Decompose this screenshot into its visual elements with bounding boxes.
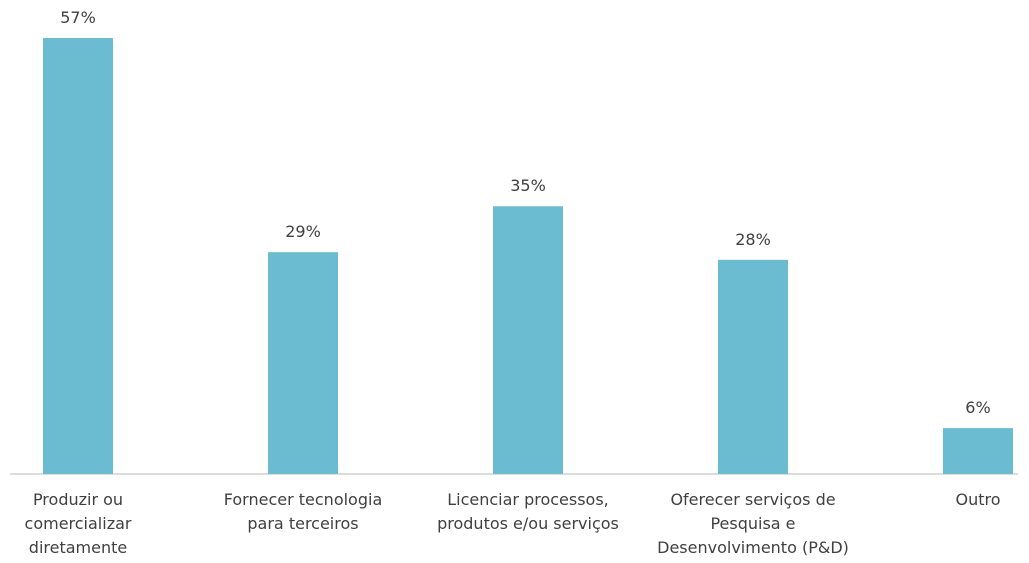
value-label: 6% xyxy=(965,398,991,418)
value-label: 35% xyxy=(510,176,546,196)
x-tick-label: Licenciar processos, produtos e/ou servi… xyxy=(437,490,619,533)
value-label: 29% xyxy=(285,222,321,242)
x-tick-label: Oferecer serviços de Pesquisa e Desenvol… xyxy=(657,490,849,557)
x-tick-label: Fornecer tecnologia para terceiros xyxy=(223,490,383,533)
x-tick-label: Outro xyxy=(955,490,1001,509)
bar xyxy=(43,38,113,474)
value-label: 28% xyxy=(735,229,771,249)
bar xyxy=(268,252,338,474)
bar xyxy=(718,259,788,474)
value-label: 57% xyxy=(60,8,96,27)
x-tick-label: Produzir ou comercializar diretamente xyxy=(24,490,132,557)
bar xyxy=(943,428,1013,474)
bar xyxy=(493,206,563,474)
